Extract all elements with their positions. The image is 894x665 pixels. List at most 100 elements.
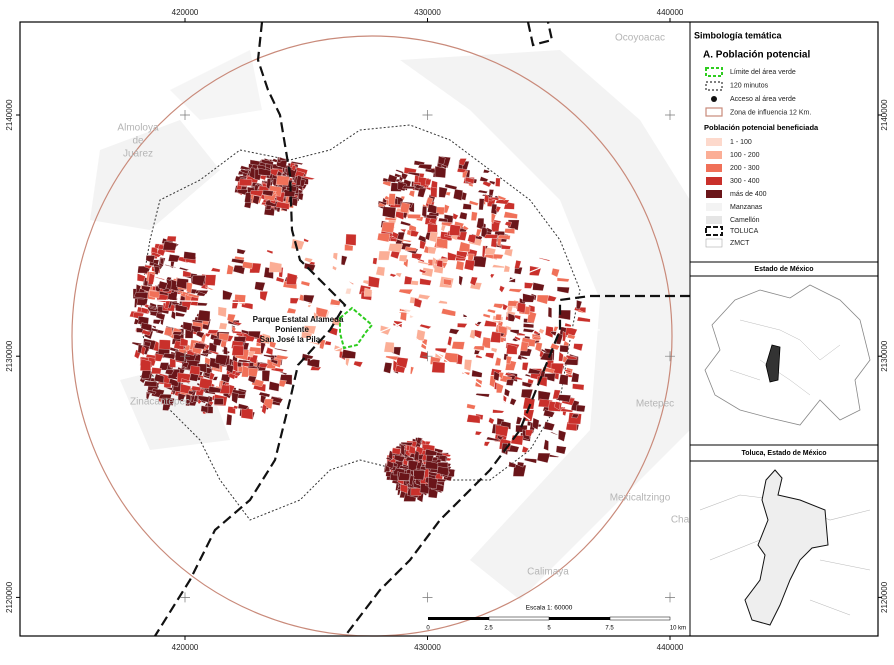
block: [193, 342, 206, 350]
block: [436, 237, 448, 250]
inset-title: Estado de México: [754, 266, 813, 273]
block: [504, 221, 512, 227]
block: [443, 204, 450, 214]
block: [217, 306, 227, 318]
block: [488, 417, 495, 425]
block: [264, 163, 272, 169]
legend-title: Simbología temática: [694, 30, 783, 40]
block: [572, 383, 585, 391]
block: [218, 322, 228, 330]
legend-label: TOLUCA: [730, 228, 759, 235]
block: [155, 276, 166, 281]
toluca-boundary: [526, 21, 554, 47]
block: [341, 349, 357, 359]
block: [475, 228, 482, 237]
legend-label: 200 - 300: [730, 165, 760, 172]
block: [273, 348, 289, 352]
block: [449, 224, 461, 236]
coordinates: 420000 420000 430000 430000 440000 440000 2140…: [5, 8, 889, 652]
block: [413, 469, 426, 481]
block: [417, 187, 427, 198]
block: [389, 273, 397, 278]
block: [464, 259, 476, 271]
block: [417, 163, 433, 170]
block: [204, 274, 217, 286]
block: [556, 277, 570, 282]
block: [532, 282, 545, 291]
block: [543, 439, 549, 451]
block: [213, 397, 224, 405]
block: [392, 359, 398, 373]
block: [231, 258, 245, 264]
scale-label: 7.5: [605, 626, 614, 632]
scale-label: 2.5: [484, 626, 493, 632]
block: [567, 333, 576, 340]
legend-swatch: [706, 151, 722, 159]
block: [368, 275, 380, 288]
block: [185, 393, 192, 407]
block: [504, 388, 511, 397]
block: [431, 361, 446, 374]
grid-cross: [180, 110, 190, 120]
block: [378, 250, 391, 261]
block: [508, 288, 523, 293]
block: [218, 332, 230, 342]
block: [133, 292, 149, 299]
block: [484, 352, 495, 359]
block: [474, 329, 483, 339]
scale-segment: [549, 617, 610, 620]
legend-label: 300 - 400: [730, 178, 760, 185]
block: [455, 260, 465, 271]
block: [514, 260, 522, 269]
block: [527, 368, 541, 375]
x-coord-label: 440000: [657, 8, 684, 17]
block: [416, 258, 425, 263]
block: [443, 352, 459, 363]
scale-title: Escala 1: 60000: [526, 605, 573, 612]
block: [239, 168, 249, 175]
place-label: de: [132, 136, 144, 147]
block: [238, 178, 253, 186]
scale-label: 0: [426, 626, 430, 632]
block: [226, 413, 233, 426]
block: [162, 241, 178, 251]
block: [303, 238, 310, 243]
block: [258, 363, 269, 369]
block: [303, 262, 316, 272]
block: [483, 193, 490, 204]
y-coord-label: 2130000: [880, 340, 889, 372]
legend-swatch: [706, 190, 722, 198]
block: [163, 382, 172, 388]
block: [387, 174, 398, 183]
block: [147, 390, 157, 395]
block: [470, 211, 478, 221]
block: [520, 355, 529, 360]
block: [504, 372, 516, 376]
block: [398, 472, 411, 481]
block: [551, 268, 560, 278]
block: [573, 343, 584, 352]
block: [549, 431, 559, 436]
block: [145, 255, 156, 264]
block: [232, 330, 243, 335]
block: [458, 158, 467, 166]
block: [260, 342, 266, 354]
block: [372, 257, 378, 265]
block: [501, 244, 512, 250]
block: [160, 257, 164, 265]
block: [495, 199, 510, 205]
block: [200, 405, 209, 413]
block: [493, 303, 505, 309]
block: [254, 281, 266, 292]
block: [516, 302, 526, 314]
block: [397, 238, 413, 243]
block: [407, 172, 420, 177]
block: [536, 294, 549, 305]
block: [408, 475, 415, 486]
block: [509, 397, 517, 406]
block: [413, 297, 423, 308]
block: [196, 331, 205, 339]
block: [139, 358, 152, 371]
block: [237, 359, 251, 363]
block: [140, 345, 146, 356]
